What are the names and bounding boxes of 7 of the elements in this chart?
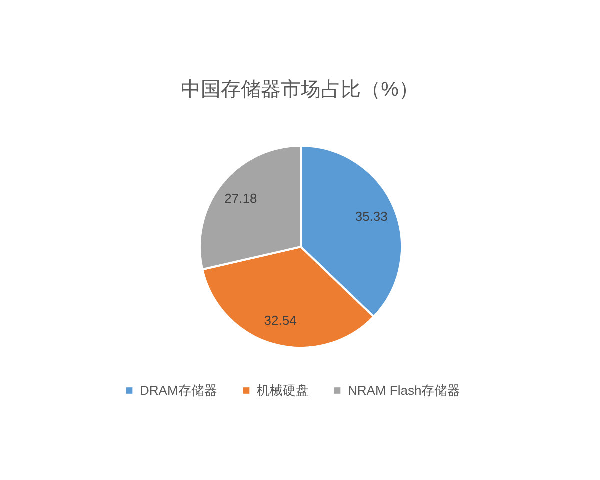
- data-label: 35.33: [355, 208, 388, 224]
- data-label: 27.18: [224, 191, 258, 206]
- legend-label: 机械硬盘: [257, 382, 309, 398]
- chart-title: 中国存储器市场占比（%）: [181, 79, 419, 101]
- legend-label: DRAM存储器: [140, 382, 218, 398]
- legend-label: NRAM Flash存储器: [348, 382, 461, 398]
- data-label: 32.54: [264, 312, 297, 328]
